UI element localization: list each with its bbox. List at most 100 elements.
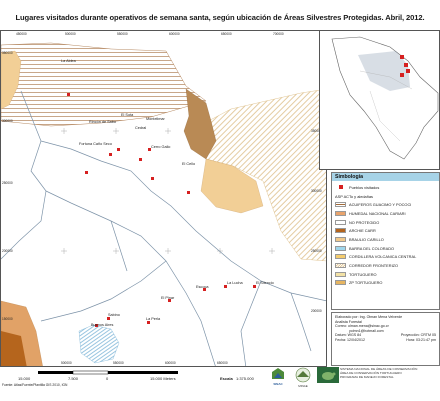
inset-points bbox=[400, 55, 410, 77]
rivers bbox=[1, 90, 326, 366]
costa-rica-outline bbox=[331, 36, 439, 160]
legend-item-label: CORDILLERA VOLCANICA CENTRAL bbox=[349, 254, 417, 260]
legend-item: HUMEDAL NACIONAL CARIARI bbox=[335, 209, 436, 218]
coord-bottom-4: 650000 bbox=[217, 361, 228, 365]
legend-point-row: Pueblos visitados bbox=[335, 183, 436, 192]
institution-line: ÁREA DE CONSERVACIÓN TORTUGUERO bbox=[340, 371, 402, 375]
point-cerro-gallo bbox=[151, 177, 154, 180]
point-sabino bbox=[107, 317, 110, 320]
swatch bbox=[335, 254, 346, 260]
swatch-lines-brown bbox=[335, 202, 346, 208]
coord-right-3: 250000 bbox=[311, 249, 322, 253]
legend-item: ACUIFEROS GUACIMO Y POCOCI bbox=[335, 200, 436, 209]
point-buenos-aires bbox=[95, 324, 98, 327]
coord-left-4: 200000 bbox=[2, 249, 13, 253]
coord-left-2: 300000 bbox=[2, 119, 13, 123]
coord-top-4: 600000 bbox=[169, 32, 180, 36]
sinac-logo: SINAC bbox=[264, 367, 292, 386]
coord-top-6: 700000 bbox=[273, 32, 284, 36]
scale-tick: 7.500 bbox=[68, 376, 79, 381]
credit-email-alt: yolmn1@hotmail.com bbox=[349, 328, 384, 333]
hatched-region-north bbox=[1, 42, 207, 127]
point-la-perla bbox=[147, 321, 150, 324]
swatch bbox=[335, 245, 346, 251]
institution-text: SISTEMA NACIONAL DE ÁREAS DE CONSERVACIÓ… bbox=[340, 367, 440, 379]
legend-title: Simbología bbox=[332, 173, 439, 181]
footer-bar: 15.000 7.500 0 15.000 Meters Escala 1:37… bbox=[0, 367, 440, 401]
place-label: Cerro Gallo bbox=[151, 145, 171, 149]
legend-item-label: BRAULIO CARILLO bbox=[349, 236, 384, 242]
credit-email: Correo: olman.mena@sinac.go.cr bbox=[335, 324, 389, 329]
scale-tick: 15.000 Meters bbox=[150, 376, 176, 381]
legend-item: CORDILLERA VOLCANICA CENTRAL bbox=[335, 253, 436, 262]
coord-right-1: 350000 bbox=[311, 129, 322, 133]
scale-ratio: 1:375.000 bbox=[236, 376, 254, 381]
minae-logo: MINAE bbox=[292, 367, 314, 388]
legend-item-label: CORREDOR FRONTERIZO bbox=[349, 263, 399, 269]
coord-left-1: 350000 bbox=[2, 51, 13, 55]
credit-datum: Datum: WGS 84 bbox=[335, 333, 362, 338]
legend-item: ZP TORTUGUERO bbox=[335, 279, 436, 288]
point-el-cello bbox=[187, 191, 190, 194]
legend-item-label: BARRA DEL COLORADO bbox=[349, 245, 395, 251]
coord-top-2: 500000 bbox=[65, 32, 76, 36]
coord-bottom-2: 550000 bbox=[113, 361, 124, 365]
legend-item-label: ZP TORTUGUERO bbox=[349, 280, 383, 286]
legend-item: TORTUGUERO bbox=[335, 270, 436, 279]
inset-canvas bbox=[320, 31, 439, 169]
grid-crosses bbox=[61, 128, 275, 254]
credit-time: Hora: 03:21:47 pm bbox=[406, 337, 436, 342]
place-label: El Pinar bbox=[161, 296, 175, 300]
credits-panel: Elaborado por: Ing. Olman Mena Velverde … bbox=[331, 312, 440, 366]
point-la-aldea bbox=[67, 93, 70, 96]
coord-left-3: 250000 bbox=[2, 181, 13, 185]
tan-patch-east bbox=[200, 158, 264, 214]
swatch-lines-tan bbox=[335, 263, 346, 269]
legend-group-row: ASP ACTo y aledañas bbox=[335, 192, 436, 201]
swatch bbox=[335, 228, 346, 234]
map-canvas bbox=[1, 42, 326, 366]
scale-tick: 15.000 bbox=[18, 376, 31, 381]
swatch bbox=[335, 271, 346, 277]
place-label: La Lucha bbox=[227, 281, 243, 285]
place-label: Cedral bbox=[135, 126, 147, 130]
place-label: El Silencio bbox=[256, 281, 274, 285]
main-map[interactable]: 450000 500000 550000 600000 650000 70000… bbox=[0, 30, 327, 367]
swatch bbox=[335, 236, 346, 242]
place-label: Montelimar bbox=[146, 117, 165, 121]
coord-bottom-3: 600000 bbox=[165, 361, 176, 365]
point-escoca bbox=[203, 288, 206, 291]
scale-tick: 0 bbox=[106, 376, 109, 381]
coord-right-4: 200000 bbox=[311, 309, 322, 313]
coord-left-5: 150000 bbox=[2, 317, 13, 321]
turtle-emblem-icon bbox=[317, 367, 339, 383]
legend-item: ARCHIE CARR bbox=[335, 226, 436, 235]
point-symbol-icon bbox=[339, 185, 343, 190]
coord-right-2: 300000 bbox=[311, 189, 322, 193]
map-title: Lugares visitados durante operativos de … bbox=[15, 13, 425, 22]
place-label: Escoca bbox=[196, 285, 209, 289]
inset-map[interactable] bbox=[319, 30, 440, 170]
point-rincon-de-sabo bbox=[109, 153, 112, 156]
legend-item: BARRA DEL COLORADO bbox=[335, 244, 436, 253]
legend-item-label: NO PROTEGIDO bbox=[349, 219, 380, 225]
actortuguero-logo bbox=[316, 367, 340, 384]
point-fortuna-cano-seco bbox=[85, 171, 88, 174]
coord-top-5: 650000 bbox=[221, 32, 232, 36]
sinac-label: SINAC bbox=[273, 382, 283, 386]
swatch bbox=[335, 210, 346, 216]
swatch bbox=[335, 280, 346, 286]
legend-item-label: TORTUGUERO bbox=[349, 271, 377, 277]
legend-panel: Simbología Pueblos visitados ASP ACTo y … bbox=[331, 172, 440, 310]
place-label: Fortuna Caño Seco bbox=[79, 142, 112, 146]
sinac-emblem-icon bbox=[272, 368, 284, 379]
point-el-pinar bbox=[168, 299, 171, 302]
minae-label: MINAE bbox=[298, 384, 308, 388]
brown-patch-center bbox=[183, 88, 217, 160]
coord-top-3: 550000 bbox=[117, 32, 128, 36]
point-cedral bbox=[139, 158, 142, 161]
swatch bbox=[335, 219, 346, 225]
scale-label: Escala bbox=[220, 376, 233, 381]
institution-line: PROGRAMA DE MANEJO FORESTAL bbox=[340, 375, 394, 379]
point-la-lucha bbox=[224, 285, 227, 288]
